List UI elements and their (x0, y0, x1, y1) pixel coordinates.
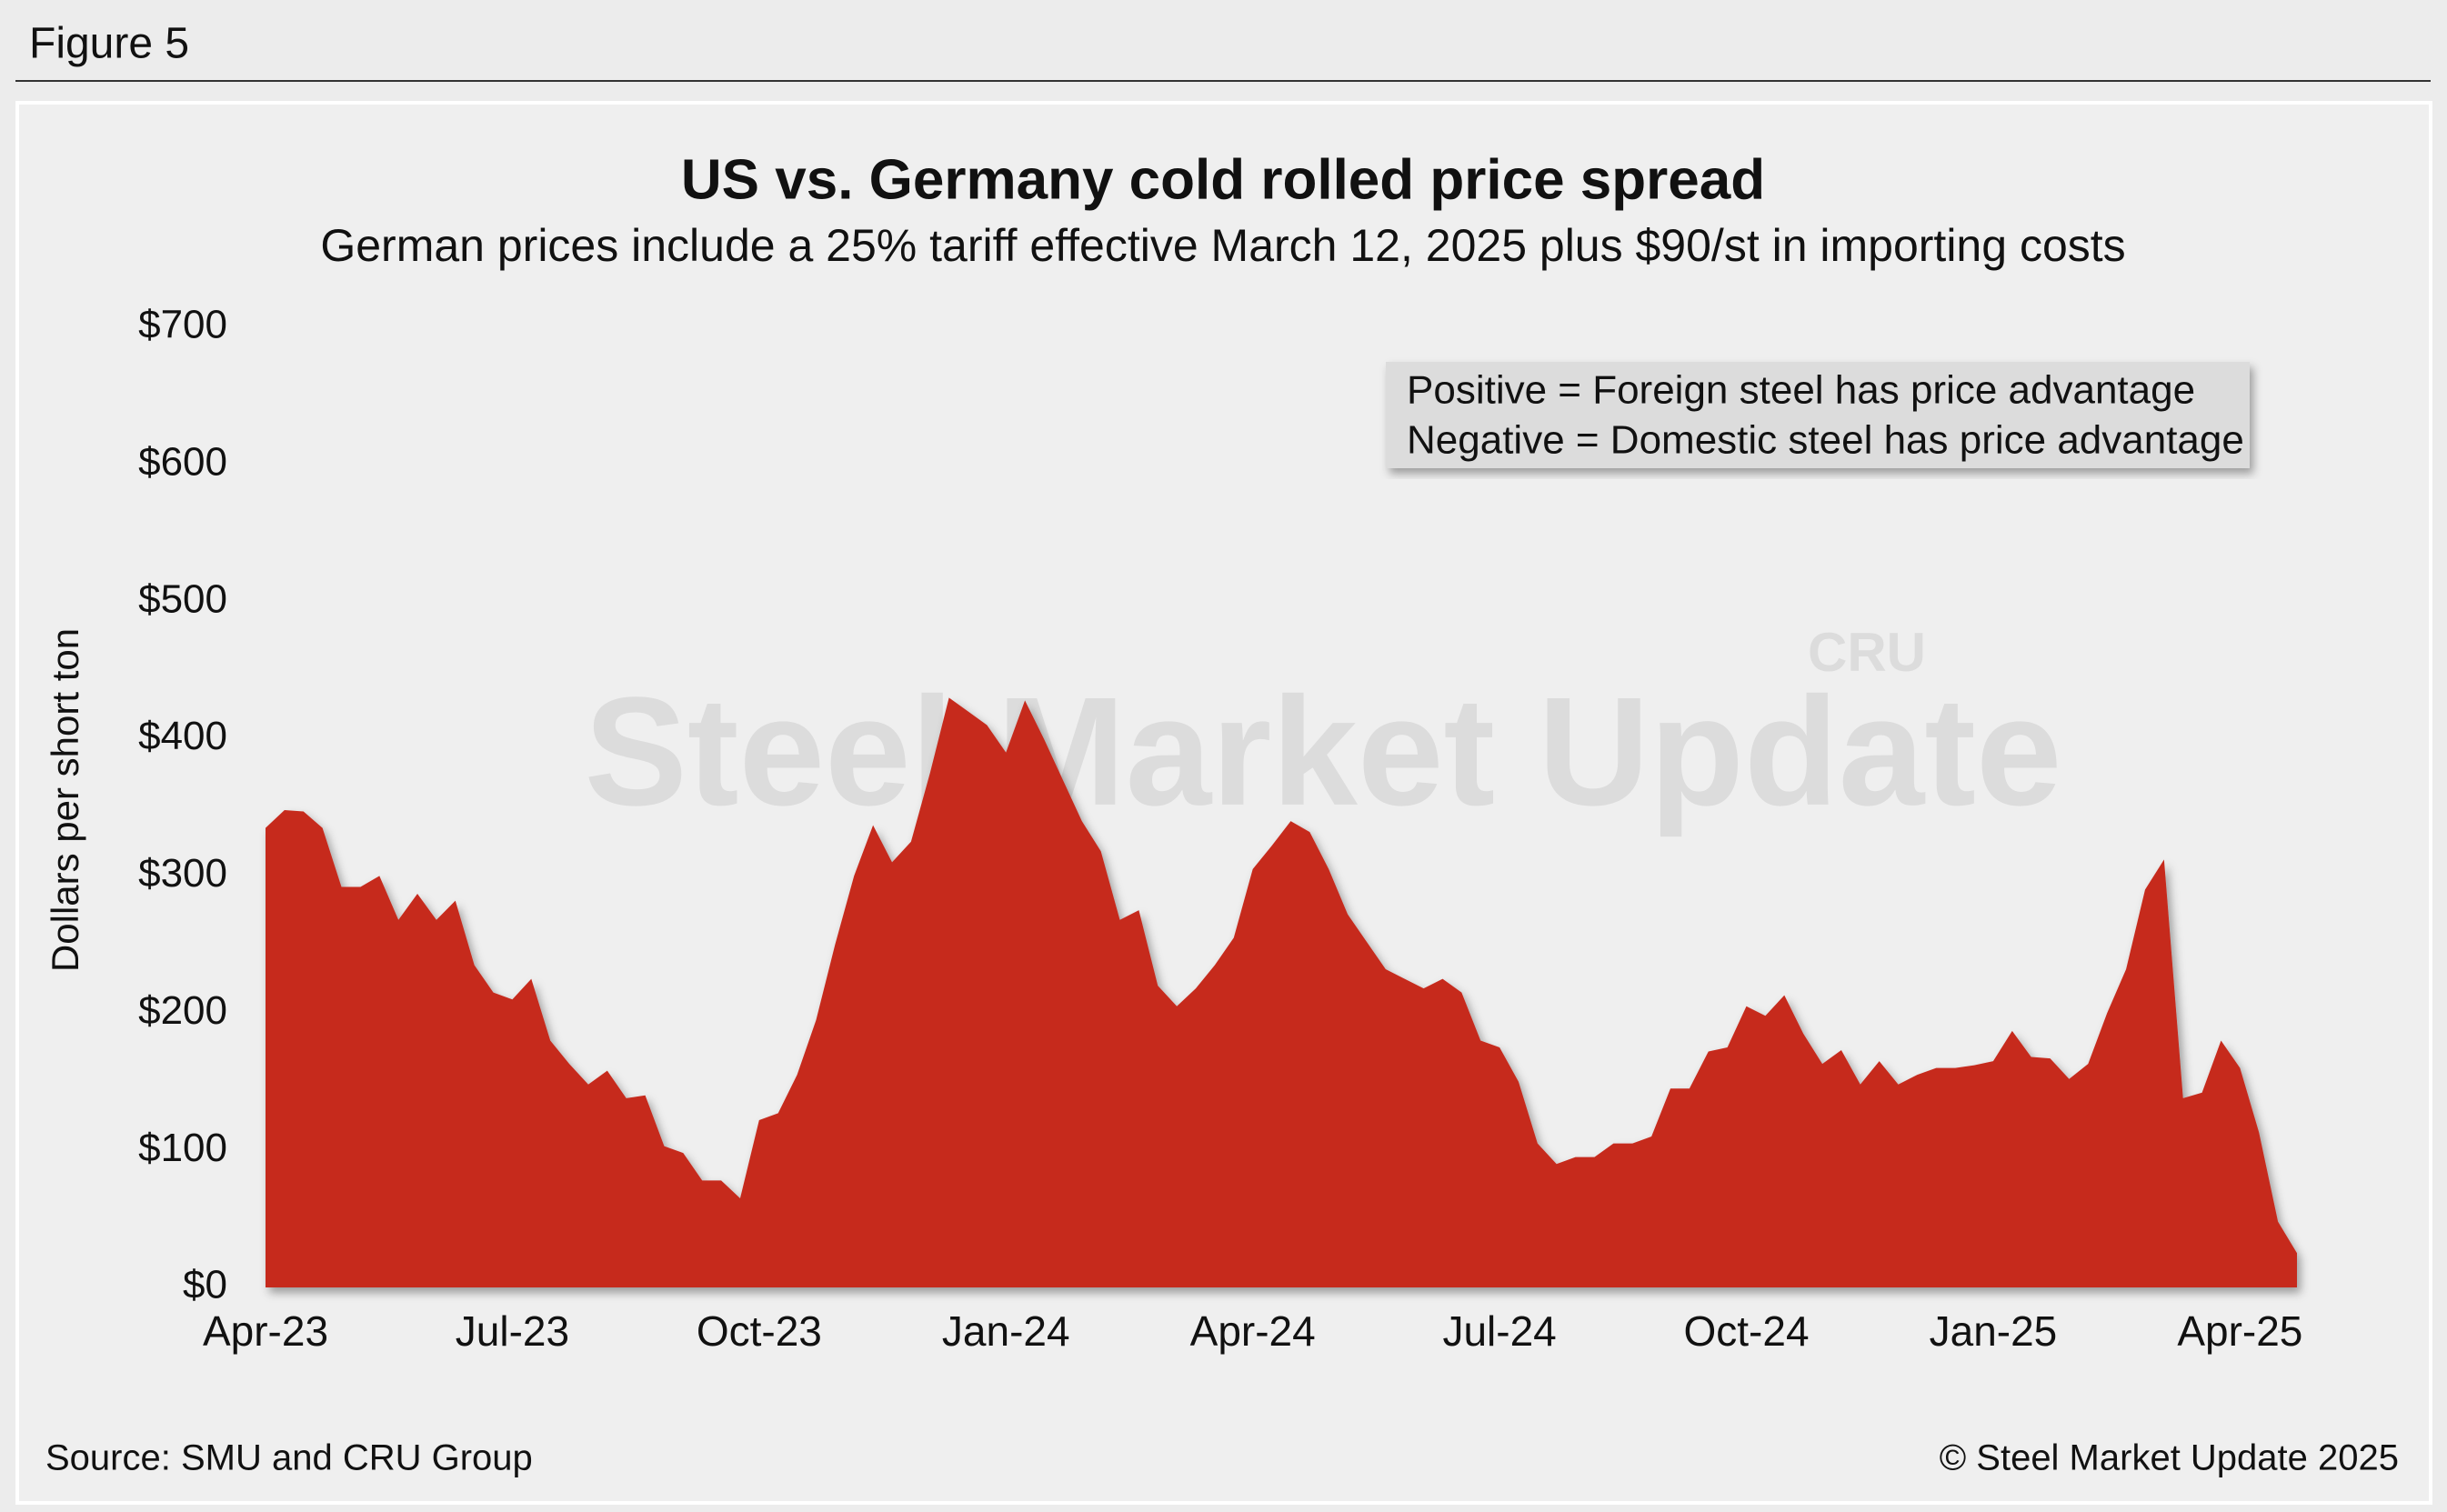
y-tick-label: $400 (138, 714, 227, 758)
y-tick-label: $100 (138, 1126, 227, 1170)
figure-label: Figure 5 (29, 20, 189, 68)
x-tick-label: Jan-25 (1930, 1307, 2058, 1355)
y-tick-label: $700 (138, 303, 227, 347)
x-tick-label: Jul-24 (1442, 1307, 1556, 1355)
y-axis-label: Dollars per short ton (44, 628, 86, 972)
x-tick-label: Jul-23 (456, 1307, 569, 1355)
copyright: © Steel Market Update 2025 (1940, 1438, 2399, 1478)
x-tick-label: Oct-23 (697, 1307, 822, 1355)
y-tick-label: $600 (138, 439, 227, 484)
chart-subtitle: German prices include a 25% tariff effec… (320, 220, 2125, 271)
y-tick-label: $200 (138, 988, 227, 1033)
source: Source: SMU and CRU Group (45, 1438, 533, 1478)
x-tick-label: Apr-23 (203, 1307, 328, 1355)
annotation: Negative = Domestic steel has price adva… (1407, 418, 2244, 463)
y-tick-label: $300 (138, 851, 227, 896)
watermark-logo: CRU (1808, 622, 1926, 683)
x-tick-label: Jan-24 (942, 1307, 1070, 1355)
x-tick-label: Apr-24 (1190, 1307, 1316, 1355)
annotation: Positive = Foreign steel has price advan… (1407, 368, 2195, 413)
chart-title: US vs. Germany cold rolled price spread (681, 148, 1765, 211)
annotation-box (1386, 362, 2250, 468)
x-tick-label: Apr-25 (2177, 1307, 2302, 1355)
area (266, 697, 2297, 1287)
x-tick-label: Oct-24 (1683, 1307, 1809, 1355)
watermark: Steel Market Update (585, 666, 2062, 838)
y-tick-label: $0 (183, 1263, 227, 1307)
y-tick-label: $500 (138, 576, 227, 621)
